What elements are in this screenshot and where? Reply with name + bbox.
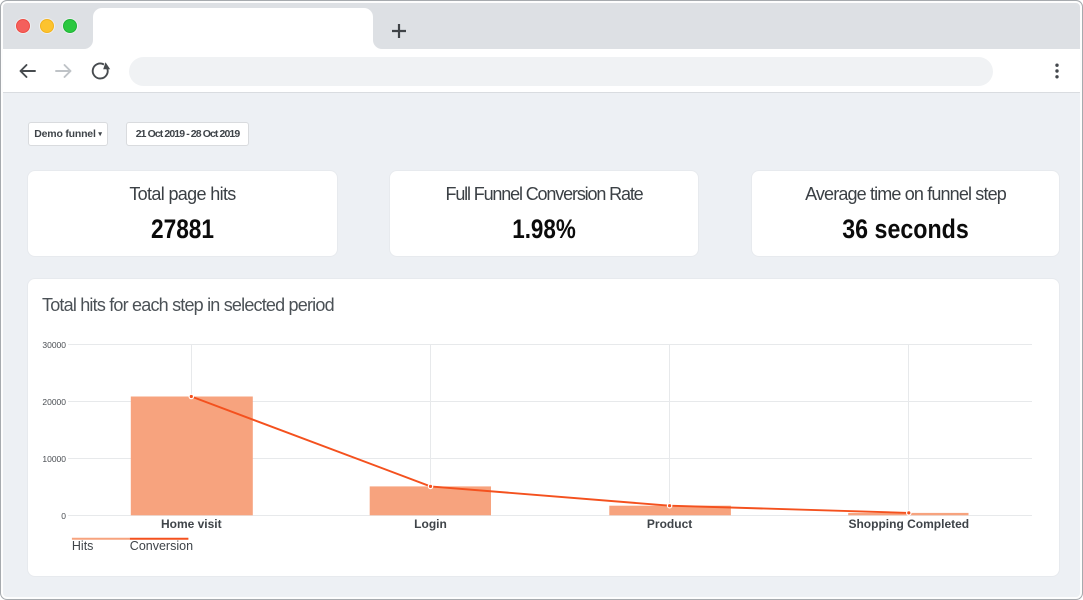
svg-text:Shopping Completed: Shopping Completed: [848, 517, 969, 531]
svg-text:30000: 30000: [42, 340, 66, 350]
svg-text:20000: 20000: [42, 397, 66, 407]
svg-text:10000: 10000: [42, 454, 66, 464]
svg-text:Conversion: Conversion: [130, 539, 193, 553]
svg-text:0: 0: [61, 511, 66, 521]
svg-text:Product: Product: [647, 517, 692, 531]
svg-text:Home visit: Home visit: [161, 517, 222, 531]
svg-text:Hits: Hits: [72, 539, 94, 553]
svg-text:Login: Login: [414, 517, 447, 531]
